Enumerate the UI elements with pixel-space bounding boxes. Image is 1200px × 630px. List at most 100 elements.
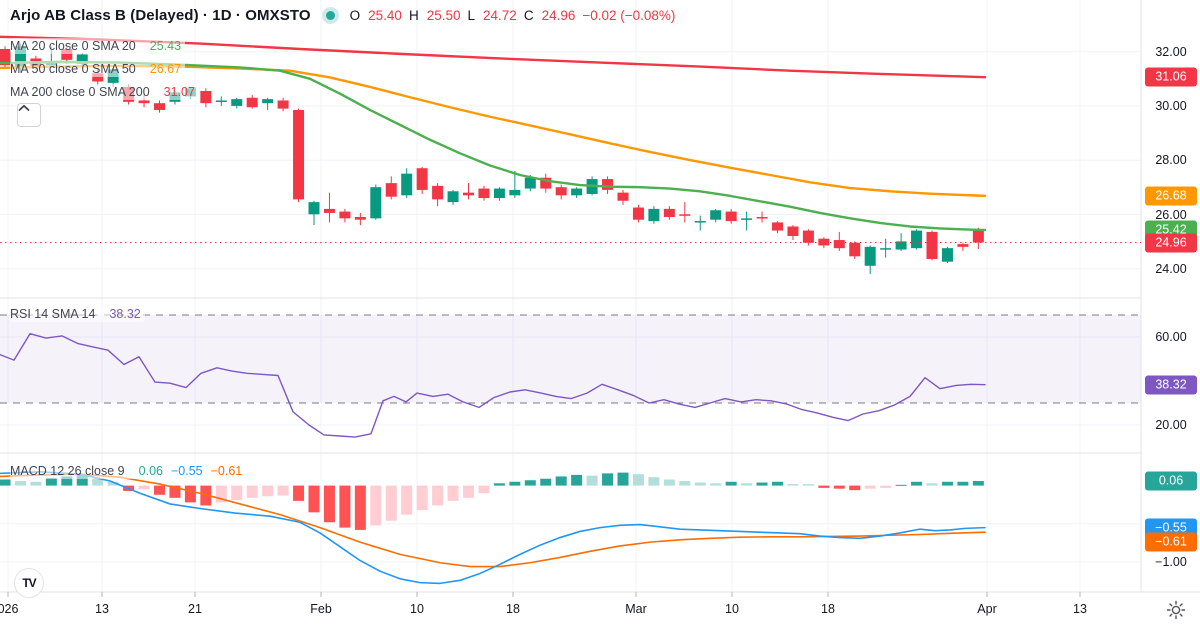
price-axis-label: 60.00	[1155, 330, 1187, 344]
candle-body	[926, 231, 938, 260]
ma20-line	[0, 60, 987, 232]
candle-body	[447, 191, 459, 203]
candle-body	[323, 208, 335, 213]
rsi-line	[0, 333, 986, 438]
candle-body	[463, 192, 474, 196]
candle-body	[262, 99, 274, 104]
candle-body	[416, 168, 428, 190]
legend-macd-label: MACD 12 26 close 9	[10, 464, 125, 478]
macd-histogram-bar	[602, 473, 614, 486]
macd-histogram-bar	[61, 476, 73, 486]
time-axis-label: Mar	[625, 602, 647, 616]
price-axis-label: 30.00	[1155, 99, 1187, 113]
candle-body	[92, 73, 104, 82]
legend-ma200-label: MA 200 close 0 SMA 200	[10, 85, 150, 99]
macd-histogram-bar	[911, 481, 923, 486]
legend-ma20[interactable]: MA 20 close 0 SMA 20 25.43	[10, 38, 186, 54]
candle-body	[493, 188, 505, 199]
candle-body	[772, 222, 783, 231]
candle-body	[911, 230, 923, 249]
symbol-title[interactable]: Arjo AB Class B (Delayed) · 1D · OMXSTO	[10, 7, 311, 24]
legend-ma200[interactable]: MA 200 close 0 SMA 200 31.07	[10, 84, 199, 100]
time-axis-label: 13	[1073, 602, 1087, 616]
legend-macd-value: −0.61	[210, 464, 243, 478]
macd-histogram-bar	[941, 481, 953, 486]
candle-body	[864, 246, 876, 266]
macd-histogram-bar	[895, 484, 907, 486]
chart-header: Arjo AB Class B (Delayed) · 1D · OMXSTO …	[10, 7, 675, 24]
candle-body	[138, 100, 150, 104]
ohlc-value: 24.96	[541, 8, 576, 23]
macd-histogram-bar	[493, 483, 505, 486]
price-axis-badge: −0.55	[1145, 518, 1197, 537]
macd-histogram-bar	[231, 485, 243, 501]
candle-body	[972, 230, 984, 243]
candle-body	[710, 210, 722, 220]
candle-body	[540, 177, 552, 189]
ohlc-letter: C	[523, 8, 534, 23]
collapse-legend-button[interactable]	[17, 103, 41, 127]
candle-body	[354, 217, 366, 220]
macd-histogram-bar	[540, 478, 552, 486]
candle-body	[802, 230, 814, 243]
macd-histogram-bar	[756, 482, 768, 486]
candle-body	[61, 48, 73, 60]
time-axis-label: 026	[0, 602, 19, 616]
candle-body	[154, 103, 165, 110]
candle-body	[849, 242, 861, 257]
macd-histogram-bar	[648, 477, 660, 486]
candle-body	[787, 226, 799, 236]
price-axis-label: 26.00	[1155, 207, 1187, 222]
macd-histogram-bar	[30, 481, 42, 486]
legend-rsi[interactable]: RSI 14 SMA 14 38.32	[10, 306, 145, 322]
macd-histogram-bar	[0, 479, 11, 486]
candle-body	[246, 97, 258, 108]
ohlc-value: 25.40	[368, 8, 402, 23]
candle-body	[370, 187, 382, 219]
ohlc-value: 24.72	[483, 8, 517, 23]
macd-histogram-bar	[45, 477, 57, 486]
candle-body	[694, 221, 706, 223]
macd-histogram-bar	[478, 485, 490, 494]
theme-sun-icon[interactable]	[1166, 600, 1186, 620]
candle-body	[602, 179, 614, 190]
macd-histogram-bar	[802, 484, 814, 486]
legend-ma50-value: 26.67	[149, 62, 182, 76]
macd-histogram-bar	[385, 485, 397, 521]
macd-histogram-bar	[617, 472, 629, 486]
macd-histogram-bar	[354, 485, 366, 530]
candle-body	[200, 90, 212, 104]
price-axis-badge: 31.06	[1145, 67, 1197, 87]
macd-signal-line	[0, 473, 986, 568]
price-axis-badge: 24.96	[1145, 233, 1197, 252]
time-axis-label: 13	[95, 602, 109, 616]
time-axis-label: Feb	[310, 602, 332, 616]
macd-histogram-bar	[849, 485, 861, 491]
candle-body	[941, 248, 953, 262]
macd-histogram-bar	[679, 481, 691, 486]
macd-histogram-bar	[323, 485, 335, 523]
legend-ma50-label: MA 50 close 0 SMA 50	[10, 62, 136, 76]
macd-histogram-bar	[632, 474, 644, 486]
market-status-icon	[325, 11, 335, 20]
candle-body	[293, 109, 305, 200]
macd-histogram-bar	[246, 485, 258, 498]
macd-histogram-bar	[741, 483, 753, 486]
candle-body	[617, 192, 629, 201]
legend-macd[interactable]: MACD 12 26 close 9 0.06 −0.55 −0.61	[10, 463, 247, 479]
candle-body	[0, 48, 11, 66]
legend-ma50[interactable]: MA 50 close 0 SMA 50 26.67	[10, 61, 186, 77]
tradingview-logo[interactable]: TV	[14, 568, 44, 598]
candle-body	[957, 244, 969, 247]
legend-rsi-value: 38.32	[109, 307, 141, 321]
macd-histogram-bar	[725, 481, 737, 486]
candle-body	[231, 99, 243, 106]
ohlc-value: 25.50	[426, 8, 461, 23]
candle-body	[833, 240, 845, 249]
macd-histogram-bar	[262, 485, 274, 497]
macd-histogram-bar	[215, 485, 227, 503]
legend-macd-value: −0.55	[170, 464, 203, 478]
ohlc-letter: L	[467, 8, 476, 23]
candle-body	[725, 211, 737, 222]
